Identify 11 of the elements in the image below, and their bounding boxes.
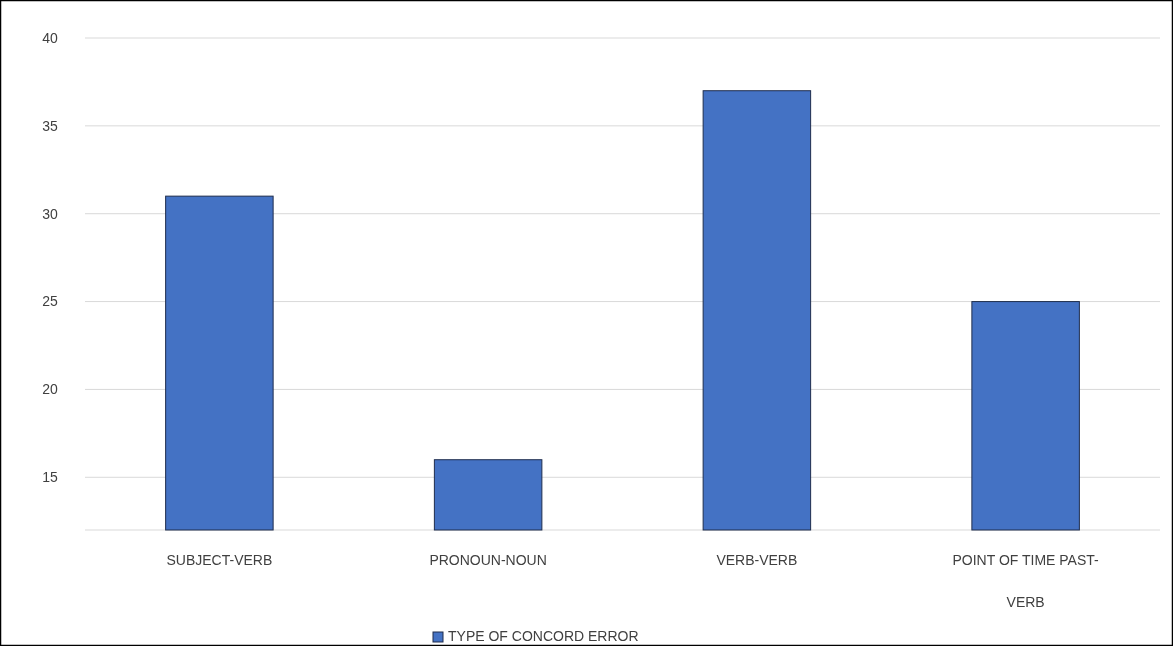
x-tick-label: PRONOUN-NOUN — [429, 552, 547, 568]
x-tick-label: VERB-VERB — [716, 552, 798, 568]
legend-label: TYPE OF CONCORD ERROR — [448, 628, 639, 644]
x-tick-label: SUBJECT-VERB — [166, 552, 273, 568]
y-tick-label: 40 — [42, 29, 58, 46]
y-tick-label: 25 — [42, 293, 58, 310]
category-label: POINT OF TIME PAST-VERB — [952, 552, 1099, 610]
y-tick-label: 35 — [42, 117, 58, 134]
y-tick-label: 15 — [42, 469, 58, 486]
y-tick-label: 30 — [42, 205, 58, 222]
y-tick-label: 20 — [42, 381, 58, 398]
